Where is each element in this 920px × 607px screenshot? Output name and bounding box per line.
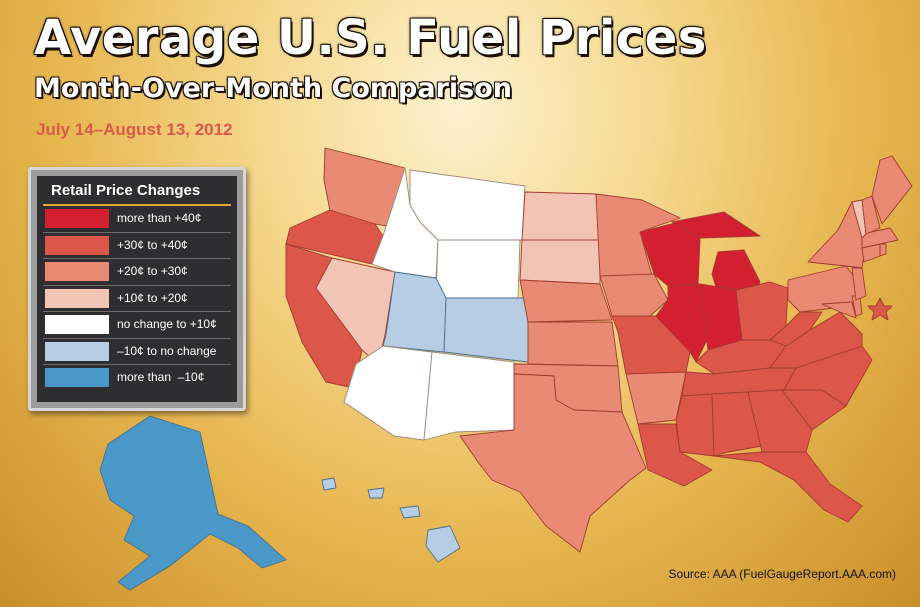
state-CO <box>443 297 529 363</box>
state-KS <box>527 321 619 367</box>
legend: Retail Price Changes more than +40¢ +30¢… <box>28 167 246 411</box>
state-IA <box>599 273 669 317</box>
state-DC <box>867 297 893 321</box>
state-NE <box>519 279 613 323</box>
state-AK <box>99 415 287 591</box>
legend-item: +10¢ to +20¢ <box>43 286 231 312</box>
state-SD <box>519 239 601 285</box>
legend-swatch <box>45 235 109 255</box>
state-GA <box>747 389 813 453</box>
map-subtitle: Month-Over-Month Comparison <box>34 73 512 104</box>
legend-label: more than +40¢ <box>117 211 202 225</box>
state-MD <box>821 301 857 319</box>
legend-item: +20¢ to +30¢ <box>43 259 231 286</box>
legend-item: more than –10¢ <box>43 365 231 391</box>
legend-item: more than +40¢ <box>43 206 231 233</box>
legend-label: +20¢ to +30¢ <box>117 264 188 278</box>
legend-swatch <box>45 315 109 334</box>
state-AL <box>711 391 763 457</box>
state-LA <box>637 423 713 487</box>
date-range: July 14–August 13, 2012 <box>36 120 233 139</box>
legend-swatch <box>45 209 109 228</box>
state-NH <box>861 195 881 235</box>
legend-label: +30¢ to +40¢ <box>117 237 188 252</box>
map-title: Average U.S. Fuel Prices <box>34 10 707 66</box>
legend-label: +10¢ to +20¢ <box>117 290 188 305</box>
legend-label: –10¢ to no change <box>117 343 217 358</box>
state-RI <box>879 243 887 257</box>
state-FL <box>713 451 863 523</box>
legend-item: no change to +10¢ <box>43 312 231 339</box>
state-TX <box>459 373 647 553</box>
state-WY <box>435 239 521 299</box>
legend-swatch <box>45 288 109 308</box>
legend-label: more than –10¢ <box>117 370 205 384</box>
legend-swatch <box>45 341 109 361</box>
state-MS <box>675 393 715 457</box>
legend-swatch <box>45 368 109 387</box>
state-MA <box>861 227 899 249</box>
legend-title: Retail Price Changes <box>43 176 231 206</box>
state-VA <box>769 311 863 369</box>
source-credit: Source: AAA (FuelGaugeReport.AAA.com) <box>668 567 896 581</box>
state-ND <box>521 191 601 241</box>
legend-item: +30¢ to +40¢ <box>43 233 231 259</box>
state-ME <box>871 155 913 225</box>
state-HI <box>321 477 461 563</box>
legend-label: no change to +10¢ <box>117 317 217 331</box>
legend-swatch <box>45 262 109 281</box>
state-MT <box>409 169 526 241</box>
state-NM <box>423 351 515 441</box>
legend-item: –10¢ to no change <box>43 339 231 365</box>
